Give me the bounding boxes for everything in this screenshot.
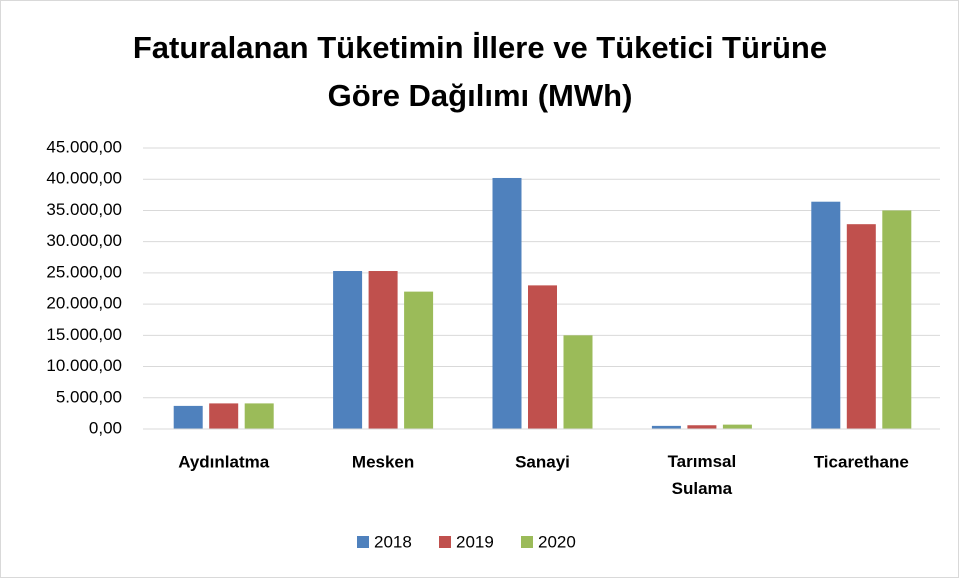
y-tick-label: 20.000,00 — [46, 294, 122, 313]
x-tick-label: Tarımsal Sulama — [668, 452, 737, 498]
x-tick-label: Aydınlatma — [178, 452, 270, 471]
y-tick-label: 10.000,00 — [46, 356, 122, 375]
x-tick-label: Mesken — [352, 452, 414, 471]
bar — [209, 403, 239, 429]
bar — [687, 425, 717, 429]
y-tick-label: 0,00 — [89, 418, 122, 437]
chart-title: Göre Dağılımı (MWh) — [328, 78, 633, 113]
bar — [368, 271, 398, 429]
y-tick-label: 35.000,00 — [46, 200, 122, 219]
legend-swatch — [357, 536, 369, 548]
bar — [722, 424, 752, 429]
bar — [651, 425, 681, 429]
legend-swatch — [521, 536, 533, 548]
bar — [528, 285, 557, 429]
bar — [846, 224, 876, 429]
y-tick-label: 25.000,00 — [46, 262, 122, 281]
chart-title: Faturalanan Tüketimin İllere ve Tüketici… — [133, 30, 827, 65]
bar — [882, 210, 912, 429]
y-tick-label: 30.000,00 — [46, 231, 122, 250]
bar — [244, 403, 274, 429]
legend-label: 2020 — [538, 532, 576, 551]
legend-label: 2019 — [456, 532, 494, 551]
legend-label: 2018 — [374, 532, 412, 551]
y-tick-label: 15.000,00 — [46, 325, 122, 344]
bar — [492, 177, 522, 429]
legend-swatch — [439, 536, 451, 548]
y-tick-label: 5.000,00 — [56, 387, 122, 406]
bar — [563, 335, 593, 429]
y-tick-label: 40.000,00 — [46, 169, 122, 188]
x-tick-label: Sanayi — [515, 452, 570, 471]
bar — [333, 271, 363, 429]
bar — [811, 201, 841, 429]
bar — [404, 291, 434, 429]
x-tick-label: Ticarethane — [814, 452, 909, 471]
y-tick-label: 45.000,00 — [46, 137, 122, 156]
bar — [173, 405, 203, 429]
